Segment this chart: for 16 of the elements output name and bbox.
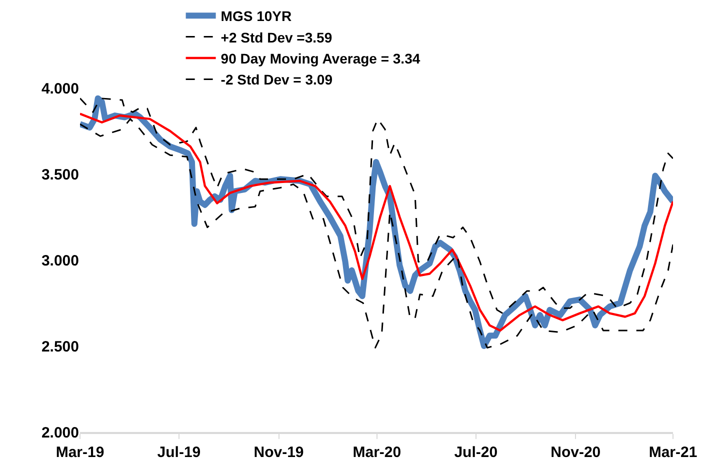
x-tick-label: Mar-20 xyxy=(352,444,402,461)
x-tick-label: Mar-19 xyxy=(56,444,104,461)
legend-label: -2 Std Dev = 3.09 xyxy=(220,72,333,88)
y-tick-label: 4.000 xyxy=(41,80,79,98)
y-tick-label: 2.000 xyxy=(41,424,79,442)
y-tick-label: 3.000 xyxy=(41,252,79,270)
x-tick-label: Jul-19 xyxy=(157,444,201,461)
legend-label: MGS 10YR xyxy=(220,8,292,24)
legend-label: 90 Day Moving Average = 3.34 xyxy=(220,50,420,66)
legend-label: +2 Std Dev =3.59 xyxy=(220,29,332,46)
x-tick-label: Mar-21 xyxy=(648,444,698,461)
x-tick-label: Nov-20 xyxy=(550,444,601,461)
x-tick-label: Jul-20 xyxy=(454,444,498,461)
y-tick-label: 2.500 xyxy=(41,338,79,356)
y-tick-label: 3.500 xyxy=(41,166,79,184)
x-tick-label: Nov-19 xyxy=(254,444,304,461)
